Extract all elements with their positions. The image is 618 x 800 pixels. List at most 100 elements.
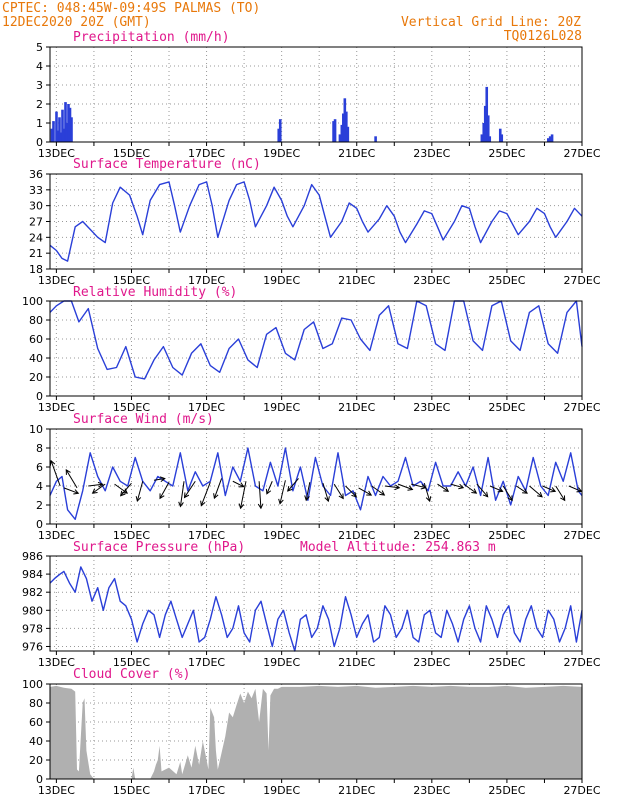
wind-ytick-label: 8: [36, 442, 43, 455]
wind-arrowhead: [265, 488, 272, 495]
wind-line: [49, 447, 583, 520]
precipitation-ytick-label: 1: [36, 117, 43, 130]
temperature-frame: [49, 173, 583, 270]
pressure-frame: [49, 555, 583, 652]
wind-ytick-label: 10: [29, 423, 43, 436]
wind-arrowhead: [443, 486, 450, 492]
wind-arrowhead: [522, 488, 528, 494]
wind-arrowhead: [560, 495, 566, 502]
precipitation-bar: [342, 113, 345, 142]
precipitation-title: Precipitation (mm/h): [73, 30, 230, 45]
temperature-line: [49, 181, 583, 262]
precipitation-bar: [68, 107, 72, 142]
header-grid-note: Vertical Grid Line: 20Z: [401, 15, 581, 30]
wind-ytick-label: 2: [36, 499, 43, 512]
temperature-ytick-label: 30: [29, 200, 43, 213]
wind-arrow: [333, 483, 344, 499]
wind-arrow: [489, 485, 503, 492]
pressure-ytick-label: 980: [22, 604, 43, 617]
temperature-ytick-label: 36: [29, 168, 43, 181]
precipitation-bar: [547, 138, 550, 142]
precipitation-xtick-label: 19DEC: [263, 147, 300, 160]
wind-arrowhead: [238, 503, 245, 510]
precipitation-bar: [55, 111, 58, 142]
wind-arrow: [179, 481, 185, 507]
precipitation-bar: [333, 119, 337, 142]
wind-arrowhead: [507, 495, 513, 502]
wind-arrow: [476, 483, 489, 498]
wind-arrowhead: [119, 490, 126, 497]
humidity-xtick-label: 19DEC: [263, 401, 300, 414]
precipitation-xtick-label: 13DEC: [38, 147, 75, 160]
precipitation-bar: [70, 117, 73, 142]
pressure-xtick-label: 19DEC: [263, 656, 300, 669]
precipitation-bar: [480, 134, 484, 142]
precipitation-ytick-label: 5: [36, 41, 43, 54]
wind-xtick-label: 25DEC: [488, 529, 525, 542]
wind-arrow: [287, 478, 299, 492]
precipitation-bar: [498, 128, 502, 142]
wind-panel: Surface Wind (m/s) 0 2 4 6 8 10 13DEC 15DEC 17DE…: [29, 412, 601, 542]
precipitation-xtick-label: 15DEC: [113, 147, 150, 160]
wind-arrowhead: [482, 491, 489, 498]
cloud-cover-frame: [49, 683, 583, 780]
wind-arrow: [529, 485, 543, 498]
precipitation-ytick-label: 4: [36, 60, 43, 73]
humidity-xtick-label: 25DEC: [488, 401, 525, 414]
precipitation-xtick-label: 21DEC: [338, 147, 375, 160]
precipitation-xtick-label: 17DEC: [188, 147, 225, 160]
wind-arrowhead: [213, 493, 219, 500]
wind-arrow: [384, 485, 400, 489]
cloud-cover-ytick-label: 80: [29, 697, 43, 710]
precipitation-bar: [374, 136, 377, 142]
wind-arrowhead: [338, 493, 344, 500]
wind-xtick-label: 13DEC: [38, 529, 75, 542]
wind-arrow: [50, 460, 61, 487]
cloud-cover-xtick-label: 15DEC: [113, 784, 150, 797]
wind-arrow: [358, 487, 372, 496]
wind-arrowhead: [159, 493, 165, 500]
cloud-cover-xtick-label: 23DEC: [413, 784, 450, 797]
wind-arrow: [371, 485, 385, 496]
temperature-xtick-label: 15DEC: [113, 274, 150, 287]
wind-arrow: [114, 483, 128, 494]
precipitation-bar: [65, 123, 69, 142]
precipitation-bar: [338, 134, 342, 142]
temperature-xtick-label: 19DEC: [263, 274, 300, 287]
cloud-cover-ytick-label: 40: [29, 735, 43, 748]
wind-xtick-label: 17DEC: [188, 529, 225, 542]
pressure-panel: Surface Pressure (hPa) Model Altitude: 2…: [22, 540, 601, 669]
wind-arrowhead: [257, 503, 264, 510]
humidity-ytick-label: 40: [29, 352, 43, 365]
wind-arrowhead: [576, 487, 583, 493]
pressure-line: [49, 566, 583, 652]
wind-arrowhead: [97, 481, 104, 488]
precipitation-bar: [332, 121, 335, 142]
wind-arrowhead: [159, 476, 166, 482]
wind-arrow: [258, 481, 262, 509]
precipitation-bar: [278, 119, 282, 142]
precipitation-bar: [345, 111, 348, 142]
wind-arrow: [345, 485, 357, 498]
wind-arrow: [305, 482, 311, 501]
wind-arrow: [279, 480, 286, 504]
wind-arrowhead: [394, 484, 401, 491]
wind-arrow: [463, 483, 477, 494]
pressure-xtick-label: 27DEC: [563, 656, 600, 669]
pressure-xtick-label: 17DEC: [188, 656, 225, 669]
pressure-xtick-label: 25DEC: [488, 656, 525, 669]
humidity-ytick-label: 60: [29, 333, 43, 346]
wind-arrowhead: [178, 501, 184, 508]
wind-arrow: [136, 481, 144, 502]
precipitation-bar: [340, 124, 344, 142]
wind-ytick-label: 6: [36, 461, 43, 474]
cloud-cover-ytick-label: 0: [36, 773, 43, 786]
temperature-ytick-label: 18: [29, 263, 43, 276]
wind-arrowhead: [497, 487, 504, 493]
wind-arrow: [120, 482, 132, 497]
wind-arrow: [411, 483, 426, 489]
wind-ytick-label: 0: [36, 518, 43, 531]
precipitation-bar: [56, 130, 60, 142]
precipitation-bar: [61, 109, 64, 142]
humidity-xtick-label: 21DEC: [338, 401, 375, 414]
